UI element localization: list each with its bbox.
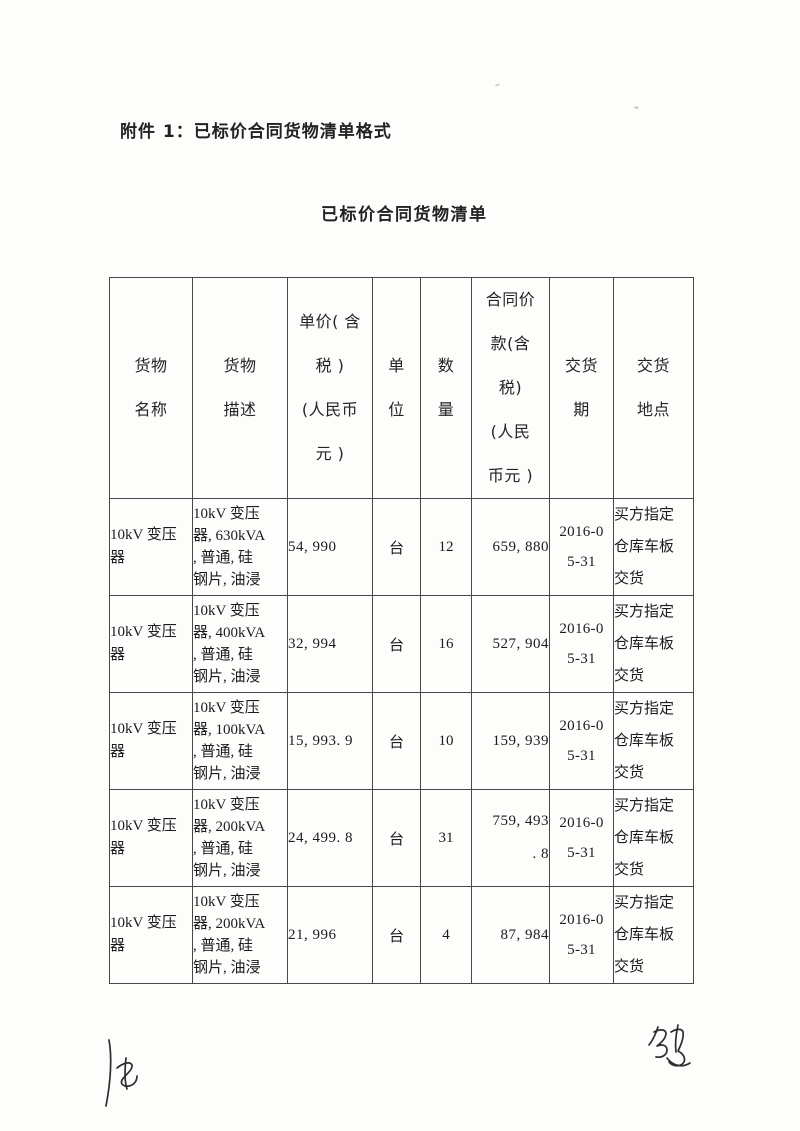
col-header-quantity: 数 量 bbox=[420, 277, 472, 499]
cell-contract-price: 659, 880 bbox=[471, 498, 550, 596]
col-header-goods-desc: 货物 描述 bbox=[192, 277, 288, 499]
cell-unit: 台 bbox=[372, 886, 421, 984]
cell-unit: 台 bbox=[372, 595, 421, 693]
table-row: 10kV 变压 器 10kV 变压 器, 200kVA , 普通, 硅 钢片, … bbox=[109, 789, 694, 887]
cell-unit: 台 bbox=[372, 789, 421, 887]
cell-contract-price: 87, 984 bbox=[471, 886, 550, 984]
table-row: 10kV 变压 器 10kV 变压 器, 630kVA , 普通, 硅 钢片, … bbox=[109, 498, 694, 596]
cell-goods-name: 10kV 变压 器 bbox=[109, 886, 193, 984]
table-row: 10kV 变压 器 10kV 变压 器, 400kVA , 普通, 硅 钢片, … bbox=[109, 595, 694, 693]
cell-quantity: 12 bbox=[420, 498, 472, 596]
cell-quantity: 10 bbox=[420, 692, 472, 790]
handwritten-signature-icon bbox=[648, 1024, 691, 1067]
cell-quantity: 16 bbox=[420, 595, 472, 693]
scan-speck bbox=[494, 83, 501, 87]
cell-quantity: 4 bbox=[420, 886, 472, 984]
header-row: 货物 名称 货物 描述 单价( 含 税 ) (人民币 元 ) 单 位 数 量 合… bbox=[109, 277, 694, 499]
cell-delivery-place: 买方指定 仓库车板 交货 bbox=[613, 886, 694, 984]
col-header-goods-name: 货物 名称 bbox=[109, 277, 193, 499]
cell-goods-desc: 10kV 变压 器, 630kVA , 普通, 硅 钢片, 油浸 bbox=[192, 498, 288, 596]
cell-delivery-place: 买方指定 仓库车板 交货 bbox=[613, 789, 694, 887]
col-header-unit-price: 单价( 含 税 ) (人民币 元 ) bbox=[287, 277, 373, 499]
cell-unit-price: 21, 996 bbox=[287, 886, 373, 984]
cell-goods-desc: 10kV 变压 器, 100kVA , 普通, 硅 钢片, 油浸 bbox=[192, 692, 288, 790]
col-header-contract-price: 合同价 款(含 税) (人民 币元 ) bbox=[471, 277, 550, 499]
handwritten-scribble-icon bbox=[105, 1039, 138, 1107]
cell-delivery-place: 买方指定 仓库车板 交货 bbox=[613, 692, 694, 790]
cell-contract-price: 527, 904 bbox=[471, 595, 550, 693]
cell-contract-price: 759, 493 . 8 bbox=[471, 789, 550, 887]
cell-goods-name: 10kV 变压 器 bbox=[109, 789, 193, 887]
cell-unit-price: 15, 993. 9 bbox=[287, 692, 373, 790]
table-title: 已标价合同货物清单 bbox=[321, 205, 488, 225]
cell-goods-name: 10kV 变压 器 bbox=[109, 692, 193, 790]
cell-goods-desc: 10kV 变压 器, 400kVA , 普通, 硅 钢片, 油浸 bbox=[192, 595, 288, 693]
cell-delivery-date: 2016-0 5-31 bbox=[549, 595, 614, 693]
cell-unit: 台 bbox=[372, 498, 421, 596]
attachment-title: 附件 1：已标价合同货物清单格式 bbox=[120, 122, 392, 142]
cell-goods-name: 10kV 变压 器 bbox=[109, 498, 193, 596]
cell-contract-price: 159, 939 bbox=[471, 692, 550, 790]
cell-delivery-date: 2016-0 5-31 bbox=[549, 789, 614, 887]
cell-quantity: 31 bbox=[420, 789, 472, 887]
cell-delivery-date: 2016-0 5-31 bbox=[549, 692, 614, 790]
cell-delivery-place: 买方指定 仓库车板 交货 bbox=[613, 595, 694, 693]
cell-unit-price: 32, 994 bbox=[287, 595, 373, 693]
cell-goods-name: 10kV 变压 器 bbox=[109, 595, 193, 693]
goods-list-table: 货物 名称 货物 描述 单价( 含 税 ) (人民币 元 ) 单 位 数 量 合… bbox=[109, 277, 694, 984]
cell-delivery-date: 2016-0 5-31 bbox=[549, 886, 614, 984]
col-header-delivery-date: 交货 期 bbox=[549, 277, 614, 499]
cell-unit-price: 24, 499. 8 bbox=[287, 789, 373, 887]
scan-speck bbox=[634, 106, 639, 109]
cell-unit-price: 54, 990 bbox=[287, 498, 373, 596]
col-header-unit: 单 位 bbox=[372, 277, 421, 499]
table-row: 10kV 变压 器 10kV 变压 器, 100kVA , 普通, 硅 钢片, … bbox=[109, 692, 694, 790]
cell-goods-desc: 10kV 变压 器, 200kVA , 普通, 硅 钢片, 油浸 bbox=[192, 789, 288, 887]
cell-delivery-date: 2016-0 5-31 bbox=[549, 498, 614, 596]
cell-delivery-place: 买方指定 仓库车板 交货 bbox=[613, 498, 694, 596]
cell-goods-desc: 10kV 变压 器, 200kVA , 普通, 硅 钢片, 油浸 bbox=[192, 886, 288, 984]
table-row: 10kV 变压 器 10kV 变压 器, 200kVA , 普通, 硅 钢片, … bbox=[109, 886, 694, 984]
col-header-delivery-place: 交货 地点 bbox=[613, 277, 694, 499]
cell-unit: 台 bbox=[372, 692, 421, 790]
